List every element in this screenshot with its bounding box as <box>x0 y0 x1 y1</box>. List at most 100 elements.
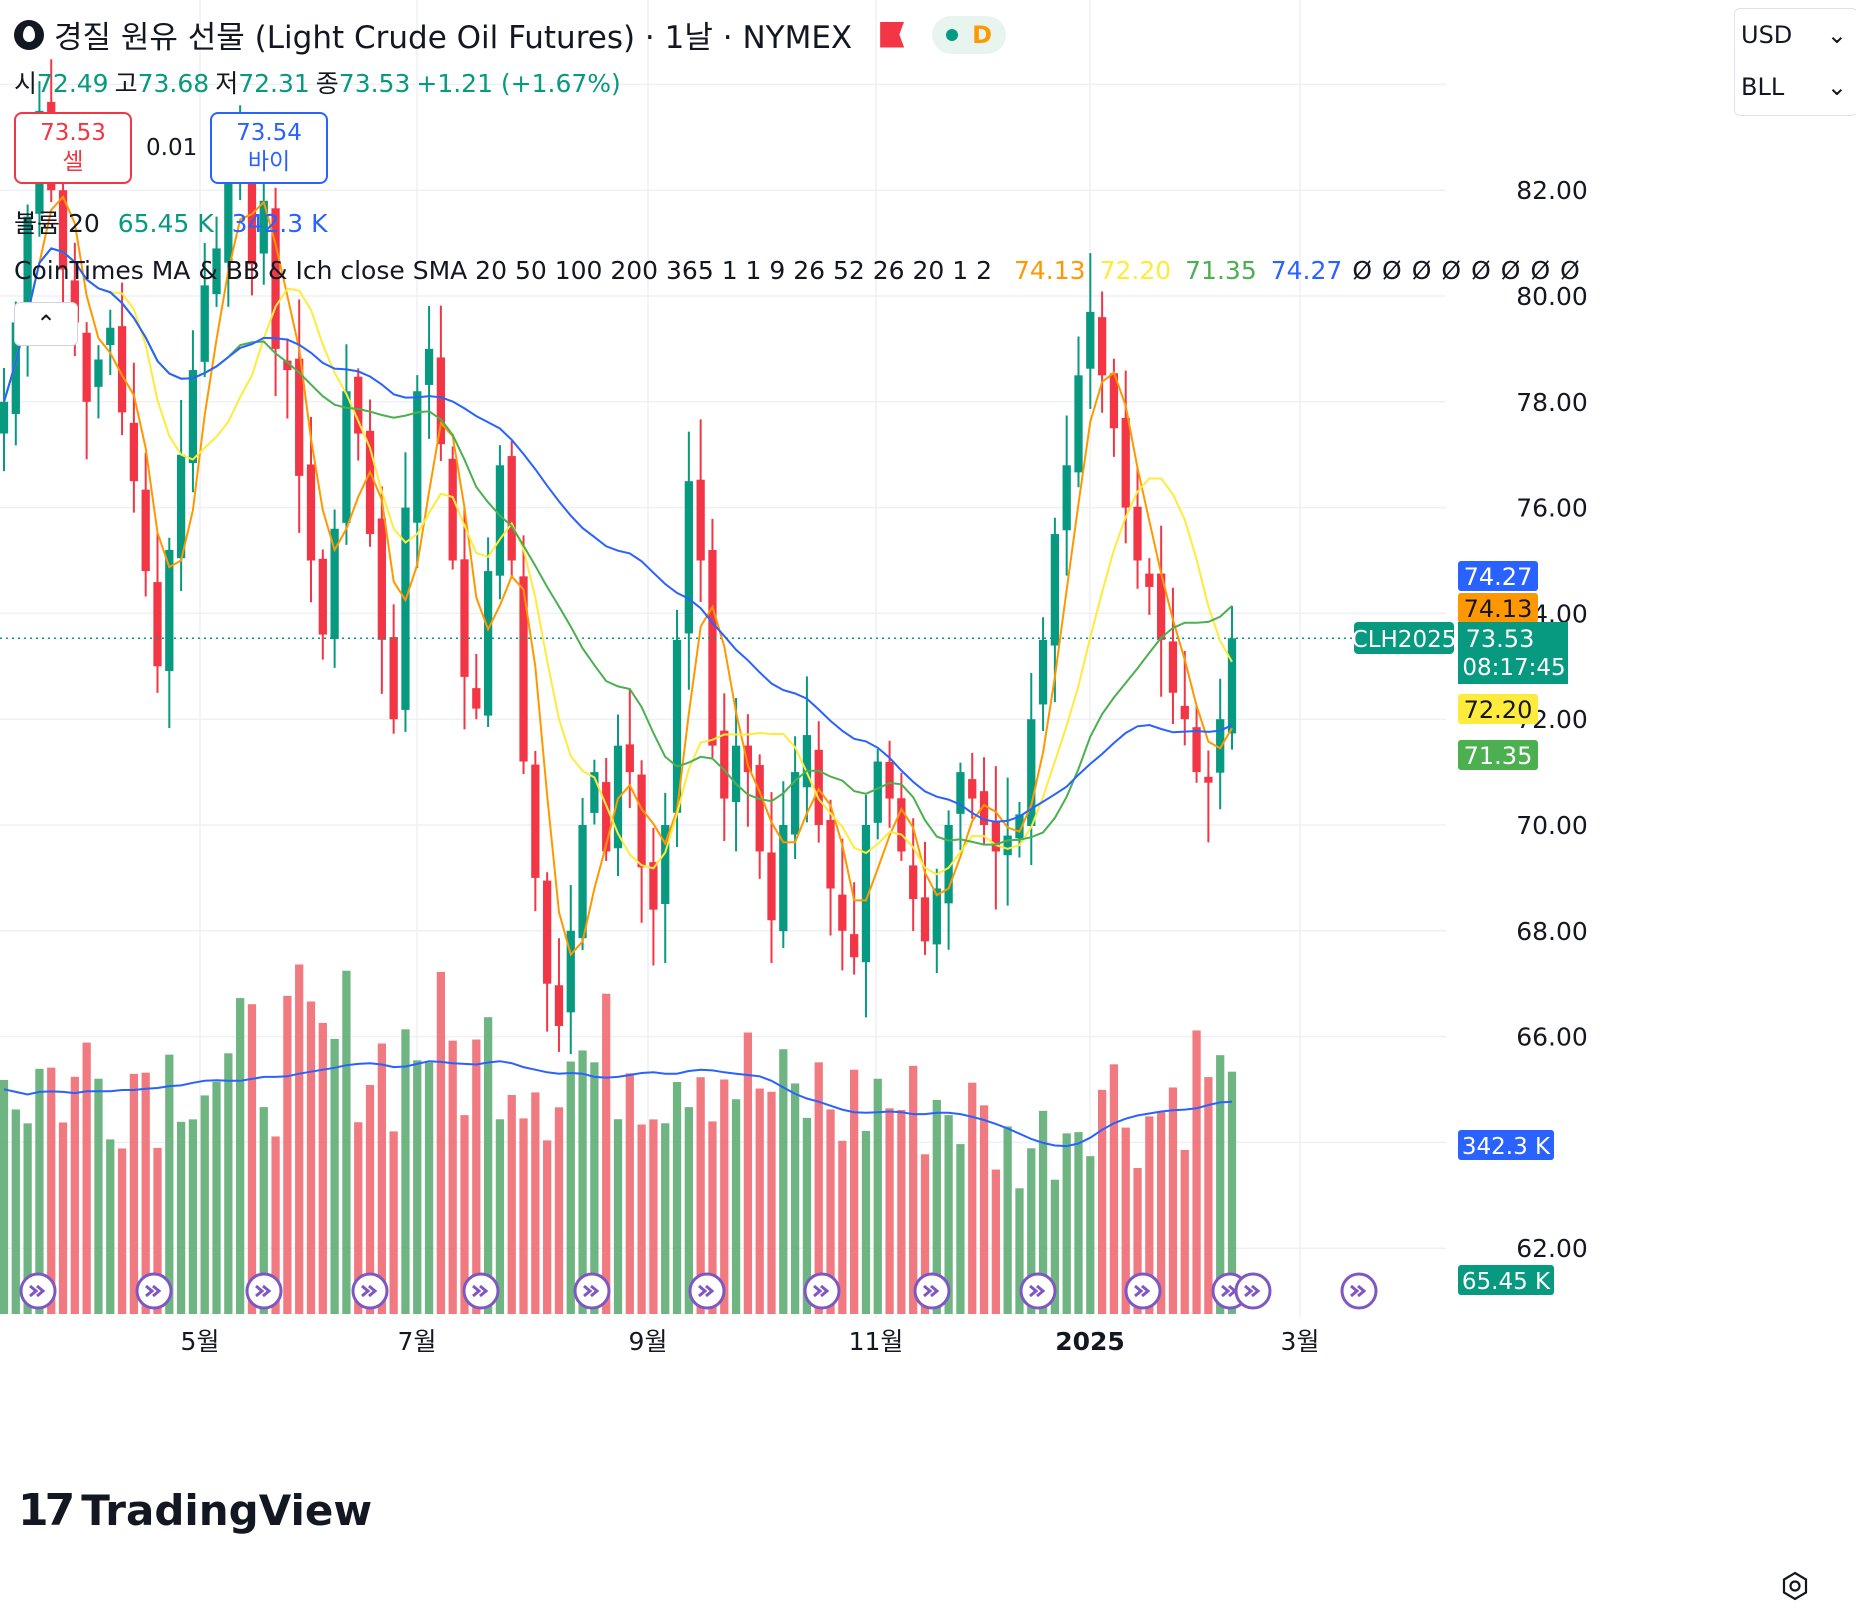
candle-body <box>1121 417 1130 508</box>
volume-bar <box>200 1095 209 1314</box>
currency-selector[interactable]: USD ⌄ BLL ⌄ <box>1734 8 1856 116</box>
chart-title[interactable]: 경질 원유 선물 (Light Crude Oil Futures) · 1날 … <box>54 20 853 56</box>
volume-bar <box>176 1121 186 1314</box>
indicator-value: Ø <box>1352 256 1372 285</box>
candle-body <box>365 430 375 535</box>
last-price-text: 73.53 <box>1466 625 1535 653</box>
moving-averages <box>3 194 1233 957</box>
candle-body <box>814 749 823 825</box>
candle-body <box>519 576 528 762</box>
symbol-tag-text: CLH2025 <box>1352 627 1457 653</box>
event-arrow-icon <box>1134 1284 1151 1298</box>
volume-bar <box>790 1083 800 1314</box>
event-arrow-icon <box>698 1284 715 1298</box>
volume-bar <box>991 1169 1000 1314</box>
volume-bar <box>483 1017 493 1314</box>
y-axis-tick-label: 62.00 <box>1516 1234 1588 1263</box>
volume-bar <box>424 1062 434 1314</box>
volume-bar <box>354 1122 363 1314</box>
event-arrow-icon <box>923 1284 940 1298</box>
volume-bar <box>1180 1149 1189 1314</box>
x-axis-tick-label: 2025 <box>1055 1327 1125 1356</box>
ma-price-text: 74.13 <box>1464 595 1533 623</box>
buy-button[interactable]: 73.54 바이 <box>210 112 328 184</box>
indicator-legend-label: CoinTimes MA & BB & Ich close SMA 20 50 … <box>14 256 993 285</box>
market-status-pill[interactable]: D <box>932 15 1007 54</box>
volume-bar <box>318 1022 327 1314</box>
candle-body <box>1074 375 1083 473</box>
event-arrow-icon <box>255 1284 272 1298</box>
volume-bar <box>1003 1126 1012 1314</box>
unit-dropdown[interactable]: BLL ⌄ <box>1735 61 1856 113</box>
ohlc-key: 고 <box>114 69 138 98</box>
volume-legend-value: 65.45 K <box>117 209 214 238</box>
indicator-legend[interactable]: CoinTimes MA & BB & Ich close SMA 20 50 … <box>14 256 1580 285</box>
volume-bar <box>1074 1132 1083 1314</box>
candle-body <box>82 332 91 402</box>
volume-bar <box>330 1038 339 1314</box>
candle-body <box>188 370 198 464</box>
volume-bar <box>247 1004 257 1314</box>
market-open-dot-icon <box>946 28 959 41</box>
chart-settings-icon[interactable] <box>1780 1571 1810 1601</box>
volume-legend[interactable]: 볼륨 20 65.45 K 342.3 K <box>14 204 328 240</box>
volume-bar <box>850 1069 859 1314</box>
sell-button[interactable]: 73.53 셀 <box>14 112 132 184</box>
candle-body <box>212 248 221 295</box>
buy-label: 바이 <box>247 149 291 175</box>
volume-price-label <box>1458 1265 1554 1295</box>
candle-body <box>495 465 505 576</box>
volume-bar <box>873 1078 882 1314</box>
volume-bar <box>1109 1064 1119 1314</box>
candle-body <box>129 422 139 482</box>
candle-body <box>578 825 587 939</box>
candle-body <box>306 464 316 561</box>
volume-bar <box>897 1109 906 1314</box>
currency-dropdown[interactable]: USD ⌄ <box>1735 9 1856 61</box>
event-arrow-icon <box>361 1284 378 1298</box>
candle-body <box>1109 373 1119 429</box>
candle-body <box>401 507 410 710</box>
time-axis[interactable]: 5월 7월 9월 11월 2025 3월 <box>181 1327 1320 1356</box>
volume-bar <box>684 1107 693 1314</box>
collapse-legend-button[interactable]: ⌃ <box>14 302 78 346</box>
candle-body <box>176 454 186 559</box>
candle-body <box>413 391 422 523</box>
volume-bar <box>885 1108 894 1314</box>
volume-bar <box>1015 1188 1024 1314</box>
candle-body <box>991 820 1000 852</box>
volume-bar <box>956 1144 965 1314</box>
volume-bar <box>507 1094 516 1314</box>
candle-body <box>1145 573 1154 587</box>
volume-bar <box>861 1130 871 1314</box>
indicator-value: 74.27 <box>1270 256 1343 285</box>
candle-body <box>661 825 670 904</box>
volume-bar <box>1050 1179 1060 1314</box>
x-axis-tick-label: 9월 <box>629 1327 668 1356</box>
candle-body <box>779 825 788 932</box>
volume-bar <box>212 1081 221 1314</box>
candle-body <box>224 179 233 263</box>
flag-icon[interactable] <box>880 21 905 48</box>
volume-bar <box>979 1105 989 1314</box>
volume-bar <box>259 1107 268 1314</box>
chart-title-row: 경질 원유 선물 (Light Crude Oil Futures) · 1날 … <box>14 12 1007 57</box>
candle-body <box>153 582 162 667</box>
volume-bar <box>1216 1055 1225 1314</box>
volume-bar <box>448 1040 457 1314</box>
ohlc-value: 72.31 <box>238 69 310 98</box>
indicator-value: Ø <box>1500 256 1521 285</box>
volume-bar <box>58 1122 68 1314</box>
event-markers[interactable] <box>19 1272 1378 1310</box>
candle-body <box>1086 311 1095 369</box>
volume-legend-label: 볼륨 20 <box>14 209 100 238</box>
chevron-down-icon: ⌄ <box>1826 73 1847 101</box>
tradingview-logo[interactable]: 17 TradingView <box>18 1485 372 1536</box>
candle-body <box>259 200 268 254</box>
volume-bar <box>23 1123 32 1314</box>
volume-bar <box>1121 1127 1130 1314</box>
volume-bar <box>11 1109 20 1314</box>
candle-body <box>389 637 398 720</box>
candle-body <box>1180 705 1189 720</box>
